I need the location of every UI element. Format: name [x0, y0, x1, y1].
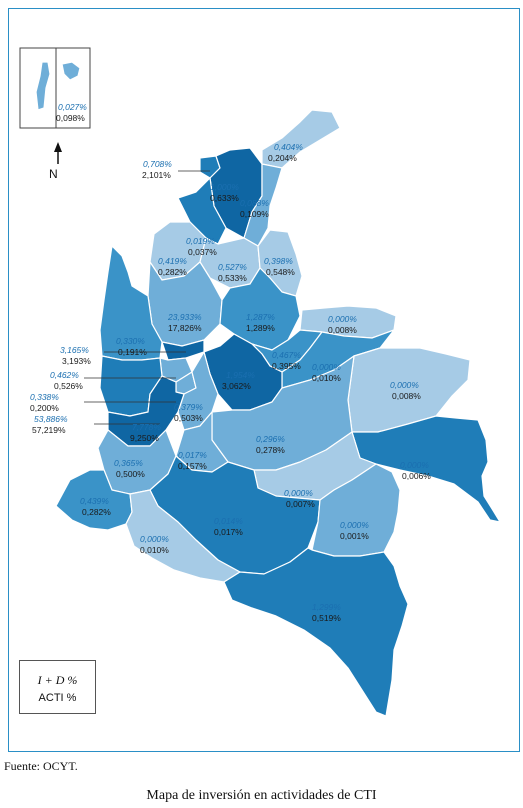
label-id: 0,000% [312, 362, 341, 372]
label-acti: 0,633% [210, 193, 239, 203]
label-acti: 0,519% [312, 613, 341, 623]
label-acti: 0,200% [30, 403, 59, 413]
figure-caption: Mapa de inversión en actividades de CTI [0, 788, 523, 804]
label-acti: 17,826% [168, 323, 202, 333]
north-arrow-icon: N [49, 142, 62, 181]
label-id: 0,000% [328, 314, 357, 324]
label-id: 0,330% [116, 336, 145, 346]
label-id: 3,165% [60, 345, 89, 355]
source-note: Fuente: OCYT. [4, 759, 78, 774]
label-acti: 0,008% [328, 325, 357, 335]
label-id: 0,000% [390, 380, 419, 390]
label-acti: 0,109% [240, 209, 269, 219]
label-acti: 2,101% [142, 170, 171, 180]
label-id: 0,000% [340, 520, 369, 530]
label-id: 0,462% [50, 370, 79, 380]
label-id: 0,000% [284, 488, 313, 498]
label-acti: 3,062% [222, 381, 251, 391]
label-acti: 0,010% [312, 373, 341, 383]
label-id: 0,027% [58, 102, 87, 112]
label-id: 1,287% [246, 312, 275, 322]
label-id: 1,299% [312, 602, 341, 612]
label-id: 0,708% [143, 159, 172, 169]
legend-id-label: I + D % [20, 673, 95, 688]
departments-layer [56, 110, 500, 716]
label-id: 0,088% [240, 198, 269, 208]
label-acti: 0,017% [214, 527, 243, 537]
label-id: 0,467% [272, 350, 301, 360]
label-acti: 9,250% [130, 433, 159, 443]
label-id: 0,365% [114, 458, 143, 468]
label-acti: 0,037% [188, 247, 217, 257]
label-id: 1,954% [226, 370, 255, 380]
department-amazonas[interactable] [224, 548, 408, 716]
label-acti: 0,098% [56, 113, 85, 123]
label-id: 0,000% [400, 460, 429, 470]
label-acti: 0,395% [272, 361, 301, 371]
label-id: 0,017% [178, 450, 207, 460]
label-id: 53,886% [34, 414, 68, 424]
label-id: 0,398% [264, 256, 293, 266]
label-id: 0,439% [80, 496, 109, 506]
label-acti: 0,006% [402, 471, 431, 481]
label-id: 0,338% [30, 392, 59, 402]
label-id: 7,778% [132, 422, 161, 432]
label-acti: 1,289% [246, 323, 275, 333]
label-acti: 0,548% [266, 267, 295, 277]
north-label: N [49, 167, 58, 181]
label-acti: 0,526% [54, 381, 83, 391]
label-acti: 0,533% [218, 273, 247, 283]
label-acti: 0,278% [256, 445, 285, 455]
label-acti: 57,219% [32, 425, 66, 435]
label-acti: 0,010% [140, 545, 169, 555]
label-id: 0,019% [186, 236, 215, 246]
label-id: 1,000% [210, 182, 239, 192]
label-acti: 3,193% [62, 356, 91, 366]
legend-box: I + D % ACTI % [19, 660, 96, 714]
legend-acti-label: ACTI % [20, 692, 95, 704]
label-id: 0,404% [274, 142, 303, 152]
label-id: 0,014% [214, 516, 243, 526]
label-id: 23,933% [167, 312, 202, 322]
label-acti: 0,001% [340, 531, 369, 541]
label-acti: 0,191% [118, 347, 147, 357]
label-acti: 0,282% [158, 267, 187, 277]
label-id: 0,419% [158, 256, 187, 266]
colombia-map: N [0, 0, 523, 760]
label-acti: 0,157% [178, 461, 207, 471]
label-acti: 0,500% [116, 469, 145, 479]
label-acti: 0,204% [268, 153, 297, 163]
label-acti: 0,282% [82, 507, 111, 517]
label-acti: 0,503% [174, 413, 203, 423]
label-acti: 0,008% [392, 391, 421, 401]
label-id: 0,296% [256, 434, 285, 444]
label-acti: 0,007% [286, 499, 315, 509]
label-id: 0,000% [140, 534, 169, 544]
label-id: 0,379% [174, 402, 203, 412]
label-id: 0,527% [218, 262, 247, 272]
